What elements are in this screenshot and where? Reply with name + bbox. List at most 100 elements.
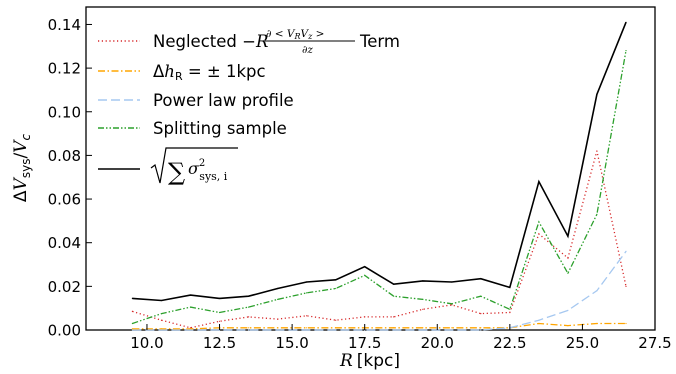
data-point [393,329,395,331]
data-point [596,322,598,325]
legend-fraction-denominator: ∂z [302,44,313,56]
data-point [364,274,366,276]
data-point [625,322,627,325]
data-point [335,319,337,321]
data-point [160,299,163,302]
data-point [567,309,569,311]
data-point [131,310,133,312]
data-point [335,279,337,281]
y-axis-label: ΔVsys/Vc [11,134,33,203]
y-tick-label: 0.04 [48,234,81,252]
data-point [451,281,453,283]
data-point [248,316,250,318]
series-line-2 [132,251,627,331]
data-point [480,295,482,297]
data-point [567,257,569,259]
x-tick-label: 25.0 [566,334,599,352]
series-line-4 [132,22,627,302]
data-point [277,287,279,290]
data-point [422,308,424,310]
data-point [131,329,133,331]
legend: Neglected −R ∂ < VRVz > ∂z Term ΔhR = ± … [98,28,400,186]
data-point [248,329,250,331]
x-tick-label: 22.5 [493,334,526,352]
legend-entry-power-law: Power law profile [98,91,294,110]
data-point [364,316,366,318]
x-tick-label: 10.0 [130,334,163,352]
y-tick-label: 0.06 [48,191,81,209]
series-line-3 [132,50,627,325]
data-point [160,319,163,321]
data-point [538,319,540,321]
legend-entry-splitting: Splitting sample [98,119,287,138]
legend-fraction-numerator: ∂ < VRVz > [266,28,324,41]
x-tick-label: 12.5 [203,334,236,352]
data-point [335,287,337,290]
data-point [596,290,598,292]
legend-label-power-law: Power law profile [153,91,294,110]
data-point [625,50,627,52]
data-point [422,298,424,300]
legend-entry-delta-h: ΔhR = ± 1kpc [98,62,266,83]
data-point [393,316,395,318]
y-tick-label: 0.00 [48,322,81,340]
legend-sigma-term: σ2 sys, i [188,158,228,183]
x-tick-label: 15.0 [275,334,308,352]
data-point [277,329,279,331]
data-point [189,328,192,330]
data-point [306,329,308,331]
legend-label-splitting: Splitting sample [153,119,287,138]
y-tick-label: 0.08 [48,147,81,165]
data-point [393,295,395,297]
x-tick-label: 20.0 [421,334,454,352]
data-point [480,278,482,280]
data-point [160,329,163,331]
data-point [189,306,192,308]
data-point [509,308,511,310]
data-point [596,93,598,95]
x-axis-label: R [kpc] [339,351,400,371]
data-point [538,322,540,325]
data-point [451,327,453,329]
data-point [538,221,540,223]
series-line-0 [132,150,627,329]
y-tick-label: 0.02 [48,278,81,296]
data-point [248,327,250,329]
data-point [451,329,453,331]
data-point [451,304,453,306]
data-point [306,315,308,317]
y-tick-label: 0.10 [48,103,81,121]
data-point [131,328,133,330]
x-tick-label: 27.5 [638,334,671,352]
data-point [625,21,627,23]
data-point [277,298,279,300]
data-point [480,313,482,315]
data-point [189,329,192,331]
data-point [422,327,424,329]
legend-entry-neglected-term: Neglected −R ∂ < VRVz > ∂z Term [98,28,400,56]
data-point [625,250,627,252]
data-point [218,311,221,314]
series-layer [131,21,627,331]
data-point [538,181,540,183]
data-point [538,233,540,235]
tick-layer: 10.0 12.5 15.0 17.5 20.0 22.5 25.0 27.5 0.00 0.02… [48,16,672,352]
data-point [480,329,482,331]
legend-entry-total: ∑ σ2 sys, i [98,147,238,186]
data-point [277,318,279,320]
data-point [567,325,569,327]
data-point [131,297,133,299]
data-point [189,327,192,329]
data-point [567,272,569,274]
data-point [306,292,308,294]
data-point [131,322,133,325]
data-point [625,285,627,287]
data-point [509,286,511,288]
legend-label-delta-h: ΔhR = ± 1kpc [153,62,266,83]
data-point [567,235,569,237]
legend-label-neglected: Neglected −R [153,32,268,51]
data-point [218,297,221,299]
data-point [509,311,511,314]
data-point [364,266,366,268]
